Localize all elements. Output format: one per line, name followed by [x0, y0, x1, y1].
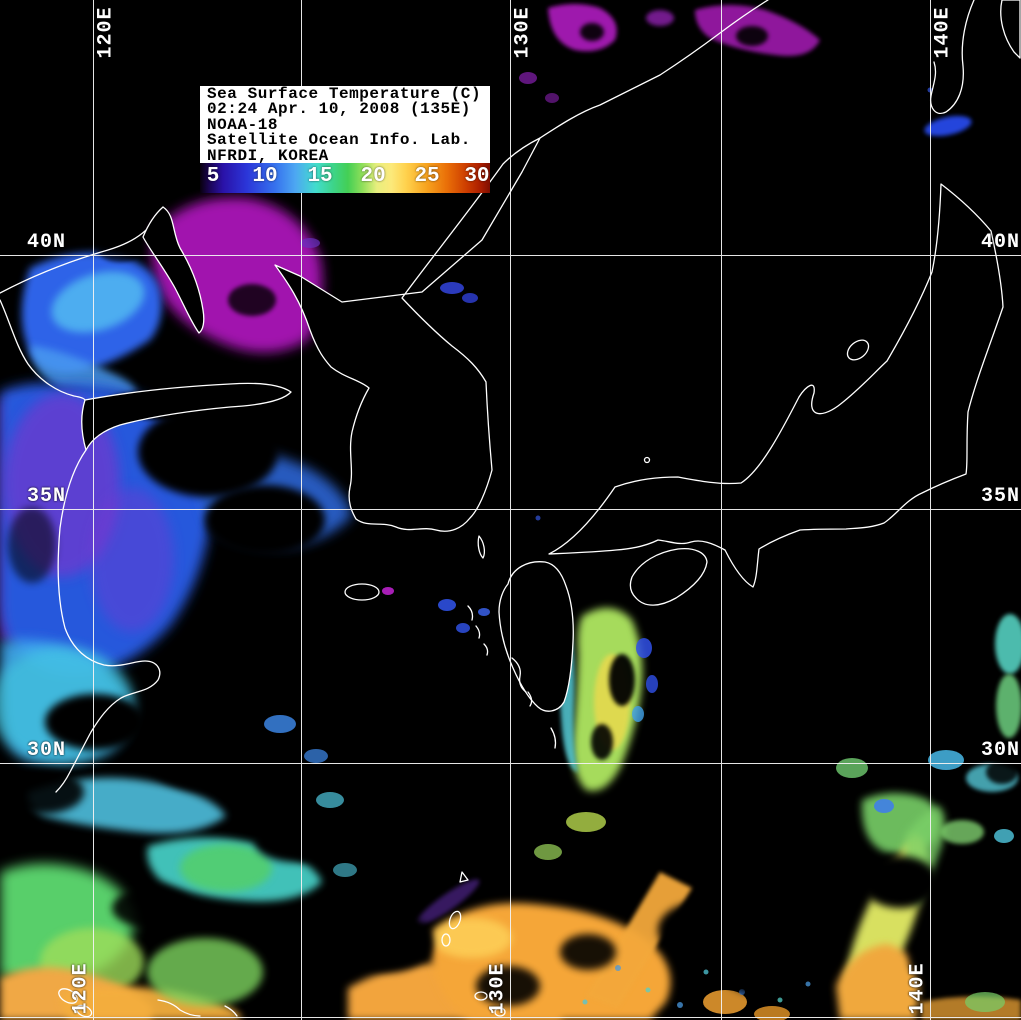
sst-cyan-right-edge — [995, 614, 1021, 674]
lon-label-120e-top: 120E — [94, 6, 118, 59]
sst-green-speck — [965, 992, 1005, 1012]
coastline-amami-3 — [459, 871, 469, 883]
sst-blue-speck — [440, 282, 464, 294]
colorbar-tick-20: 20 — [360, 165, 386, 188]
coastline-amami-1 — [448, 910, 462, 930]
sst-blue-hokkaido — [924, 115, 972, 137]
colorbar-tick-15: 15 — [307, 165, 333, 188]
lon-label-140e-top: 140E — [931, 6, 955, 59]
sst-magenta-speck — [545, 93, 559, 103]
sst-cyan-speck — [316, 792, 344, 808]
sst-magenta-speck — [646, 10, 674, 26]
coastline-amami-5 — [494, 1007, 506, 1017]
temperature-colorbar: 5 10 15 20 25 30 — [200, 163, 490, 193]
sst-orange-diagonal — [586, 872, 692, 1008]
sst-speckle-field — [535, 87, 933, 1008]
lat-label-30n-right: 30N — [981, 739, 1021, 762]
sst-cyan-bohai-core — [51, 271, 145, 333]
sst-orange-left-low — [61, 986, 242, 1020]
sst-blue-speck — [304, 749, 328, 763]
title-line-satellite: NOAA-18 — [207, 115, 279, 134]
title-box: Sea Surface Temperature (C) 02:24 Apr. 1… — [200, 85, 490, 165]
sst-cyan-speck — [994, 829, 1014, 843]
sst-orange-speck — [703, 990, 747, 1014]
colorbar-tick-25: 25 — [414, 165, 440, 188]
lon-label-130e-top: 130E — [511, 6, 535, 59]
sst-blue-laizhou — [30, 345, 136, 395]
lon-label-140e-bottom: 140E — [906, 962, 930, 1015]
sst-blue-speck — [438, 599, 456, 611]
colorbar-gradient — [200, 163, 490, 193]
lat-label-40n-right: 40N — [981, 231, 1021, 254]
coastline-shikoku — [629, 547, 708, 606]
sst-magenta-speck — [519, 72, 537, 84]
title-line-datetime: 02:24 Apr. 10, 2008 (135E) — [207, 100, 471, 119]
sst-blue-speck — [462, 293, 478, 303]
colorbar-tick-30: 30 — [464, 165, 490, 188]
title-line-agency: NFRDI, KOREA — [207, 146, 329, 165]
coastline-hokkaido-oshima — [930, 0, 975, 114]
sst-green-low — [147, 938, 263, 1006]
coastline-sado — [846, 339, 870, 361]
sst-orange-right-corner — [836, 944, 919, 1020]
sst-purple-speck — [300, 238, 320, 248]
lat-label-35n-right: 35N — [981, 485, 1021, 508]
lat-label-35n-left: 35N — [27, 485, 67, 508]
lat-label-40n-left: 40N — [27, 231, 67, 254]
coastline-ryukyu-2 — [75, 1004, 93, 1018]
sst-orange-speck — [754, 1006, 790, 1020]
colorbar-tick-5: 5 — [206, 165, 220, 188]
coastline-ryukyu-1 — [58, 988, 78, 1004]
sst-blue-speck — [456, 623, 470, 633]
sst-cyan-speck — [632, 706, 644, 722]
coastline-amami-2 — [441, 933, 451, 947]
sst-yellow-fringe — [432, 918, 512, 958]
sst-green-speck — [940, 820, 984, 844]
coastline-primorye — [539, 0, 769, 139]
sst-blue-speck — [478, 608, 490, 616]
coastline-amakusa — [511, 657, 533, 707]
sst-blue-speck — [636, 638, 652, 658]
coastline-jeju — [344, 583, 380, 601]
coastline-tsushima — [477, 535, 486, 559]
sst-magenta-jeju-speck — [382, 587, 394, 595]
sst-yellowgreen-speck — [534, 844, 562, 860]
sst-purple-streak-3 — [416, 879, 480, 925]
lat-label-30n-left: 30N — [27, 739, 67, 762]
sst-green-speck — [836, 758, 868, 778]
coastline-ryukyu-3 — [157, 999, 238, 1017]
sst-blue-speck — [264, 715, 296, 733]
coastline-hokkaido-corner — [1000, 0, 1021, 59]
coastline-goto — [467, 605, 489, 656]
coastline-shandong — [81, 382, 292, 451]
sst-cyan-speck — [333, 863, 357, 877]
coastline-amami-4 — [474, 991, 488, 1001]
title-line-product: Sea Surface Temperature (C) — [207, 85, 482, 103]
lon-label-130e-bottom: 130E — [486, 962, 510, 1015]
title-line-lab: Satellite Ocean Info. Lab. — [207, 131, 471, 150]
sst-yellowgreen-speck — [566, 812, 606, 832]
coastline-liaodong-peninsula — [142, 206, 205, 334]
coastline-korea — [274, 137, 541, 532]
coastline-kyushu — [498, 561, 574, 712]
sst-blue-speck — [874, 799, 894, 813]
sst-cyan-speck — [928, 750, 964, 770]
sst-blue-speck — [646, 675, 658, 693]
coastline-bohai-south — [0, 299, 86, 401]
sst-green-mid — [180, 844, 272, 892]
sst-green-right-edge — [996, 674, 1021, 738]
coastline-honshu — [548, 183, 1004, 588]
lon-label-120e-bottom: 120E — [69, 962, 93, 1015]
coastline-yakushima — [550, 727, 557, 749]
coastline-oki — [643, 456, 651, 464]
sst-purple-streak-2 — [90, 488, 174, 632]
colorbar-tick-10: 10 — [252, 165, 278, 188]
coastline-jiangsu-zhejiang — [55, 449, 161, 793]
